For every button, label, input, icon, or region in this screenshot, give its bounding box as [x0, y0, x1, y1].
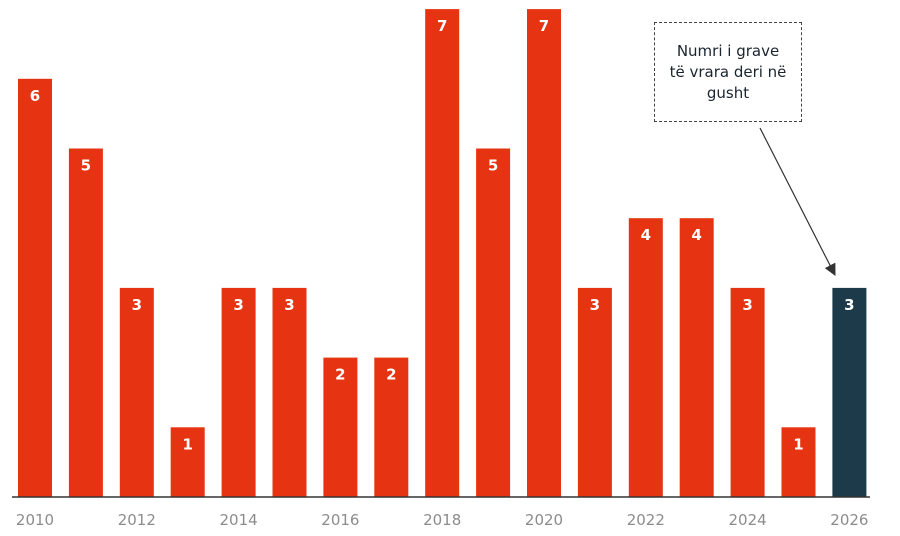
annotation-arrow — [759, 127, 836, 277]
bar-2020 — [527, 9, 561, 497]
bar-value-label-2024: 3 — [742, 296, 752, 314]
bar-value-label-2020: 7 — [539, 17, 549, 35]
x-tick-label-2018: 2018 — [423, 511, 461, 529]
bar-value-label-2022: 4 — [641, 226, 651, 244]
bar-2019 — [476, 148, 511, 497]
x-tick-label-2016: 2016 — [321, 511, 359, 529]
bar-value-label-2014: 3 — [233, 296, 243, 314]
x-tick-label-2024: 2024 — [729, 511, 767, 529]
bar-2011 — [68, 148, 103, 497]
bar-2015 — [272, 287, 307, 497]
bar-value-label-2023: 4 — [691, 226, 701, 244]
bar-2026 — [832, 287, 867, 497]
bar-2012 — [119, 287, 154, 497]
bar-value-label-2019: 5 — [488, 157, 498, 175]
x-tick-label-2022: 2022 — [627, 511, 665, 529]
annotation-line-3: gusht — [706, 83, 750, 102]
x-tick-label-2010: 2010 — [16, 511, 54, 529]
bar-2010 — [18, 78, 52, 498]
bar-2013 — [170, 427, 205, 497]
bar-2023 — [679, 218, 714, 497]
bar-value-label-2011: 5 — [81, 157, 91, 175]
bar-2018 — [425, 9, 460, 497]
annotation-box: Numri i grave të vrara deri në gusht — [654, 22, 802, 122]
bar-2024 — [730, 287, 765, 497]
bar-value-label-2012: 3 — [132, 296, 142, 314]
bar-value-label-2021: 3 — [590, 296, 600, 314]
bar-value-label-2017: 2 — [386, 366, 396, 384]
x-tick-label-2012: 2012 — [118, 511, 156, 529]
bar-2016 — [323, 357, 358, 497]
bar-2022 — [628, 218, 663, 497]
x-tick-label-2020: 2020 — [525, 511, 563, 529]
x-tick-label-2014: 2014 — [220, 511, 258, 529]
bar-value-label-2015: 3 — [284, 296, 294, 314]
bar-value-label-2010: 6 — [30, 87, 40, 105]
bar-value-label-2025: 1 — [793, 435, 803, 453]
bars-group: 6 5 3 1 3 3 2 2 7 5 7 3 4 4 3 1 3 — [18, 9, 867, 498]
bar-2017 — [374, 357, 409, 497]
bar-value-label-2016: 2 — [335, 366, 345, 384]
annotation-line-2: të vrara deri në — [669, 62, 787, 81]
bar-2025 — [781, 427, 816, 497]
bar-2014 — [221, 287, 256, 497]
x-tick-label-2026: 2026 — [830, 511, 868, 529]
bar-value-label-2018: 7 — [437, 17, 447, 35]
annotation-line-1: Numri i grave — [676, 41, 780, 60]
bar-2021 — [577, 287, 612, 497]
bar-value-label-2026: 3 — [844, 296, 854, 314]
x-axis-ticks: 2010 2012 2014 2016 2018 2020 2022 2024 2026 — [16, 511, 869, 529]
bar-value-label-2013: 1 — [182, 435, 192, 453]
